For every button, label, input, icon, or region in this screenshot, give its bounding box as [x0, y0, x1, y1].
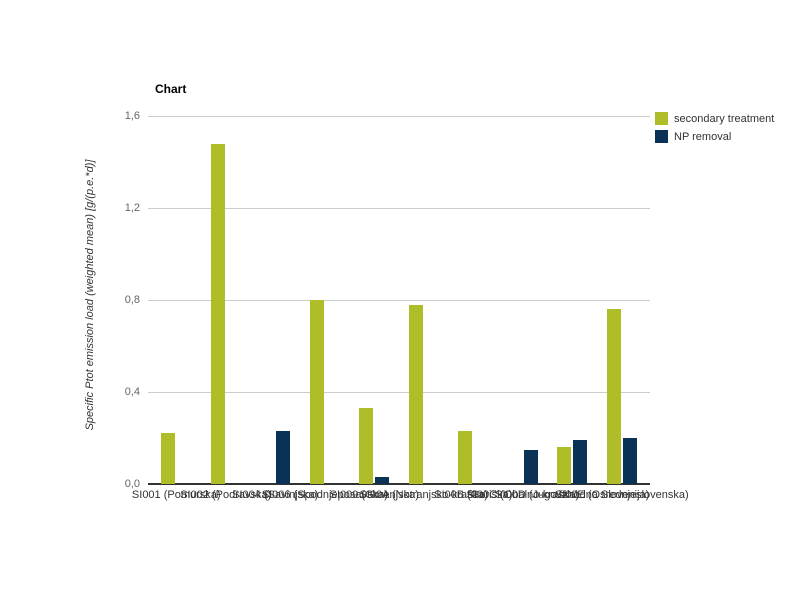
x-category-label: SI00C (Obalno-kraška)	[466, 489, 580, 501]
bar-np-removal	[523, 449, 538, 484]
x-category-label: SI00E (Osrednjeslovenska)	[554, 489, 689, 501]
chart-title: Chart	[155, 82, 187, 96]
x-category-label: SI009 (Gorenjska)	[329, 489, 419, 501]
bar-np-removal	[622, 438, 637, 484]
legend-item: NP removal	[655, 130, 774, 143]
bar-secondary-treatment	[458, 431, 473, 484]
legend-label: secondary treatment	[674, 112, 775, 125]
y-tick-label: 1,6	[124, 110, 140, 122]
gridline	[148, 300, 650, 301]
y-tick-label: 1,2	[124, 202, 140, 214]
gridline	[148, 392, 650, 393]
bar-secondary-treatment	[210, 143, 225, 484]
legend-swatch-secondary-treatment	[655, 112, 668, 125]
y-tick-label: 0,0	[124, 478, 140, 490]
y-tick-label: 0,8	[124, 294, 140, 306]
x-category-label: SI001 (Pomurska)	[131, 489, 221, 501]
x-category-label: SI00B (Goriška)	[434, 489, 513, 501]
bar-secondary-treatment	[161, 433, 176, 484]
legend-label: NP removal	[674, 130, 732, 143]
x-axis-line	[148, 483, 650, 485]
bar-np-removal	[573, 440, 588, 484]
bar-secondary-treatment	[606, 309, 621, 484]
x-category-label: SI00D (Jugovzhodna Slovenija)	[495, 489, 650, 501]
bar-secondary-treatment	[557, 447, 572, 484]
legend-swatch-np-removal	[655, 130, 668, 143]
x-category-label: SI002 (Podravska)	[180, 489, 272, 501]
gridline	[148, 116, 650, 117]
bar-np-removal	[276, 431, 291, 484]
y-tick-label: 0,4	[124, 386, 140, 398]
gridline	[148, 208, 650, 209]
x-category-label: SI004 (Savinjska)	[232, 489, 319, 501]
bar-secondary-treatment	[309, 300, 324, 484]
bar-secondary-treatment	[359, 408, 374, 484]
legend-item: secondary treatment	[655, 112, 774, 125]
bar-np-removal	[375, 477, 390, 484]
bar-secondary-treatment	[408, 304, 423, 484]
x-category-label: SI00A (Notranjsko-kraška)	[359, 489, 488, 501]
x-category-label: SI006 (Spodnjeposavska)	[261, 489, 388, 501]
legend: secondary treatment NP removal	[655, 112, 774, 148]
